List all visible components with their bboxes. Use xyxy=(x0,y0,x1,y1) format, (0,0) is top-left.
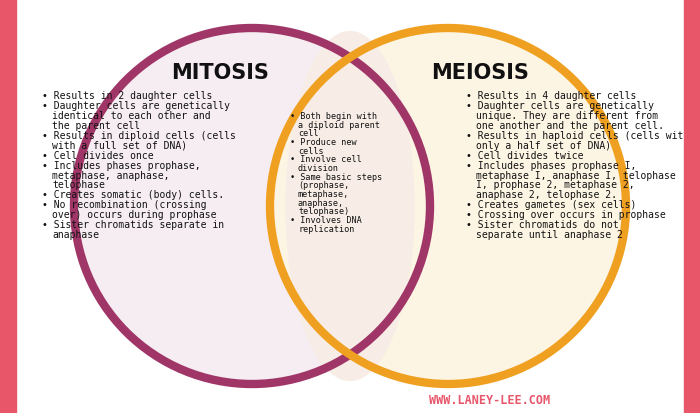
Text: • Crossing over occurs in prophase: • Crossing over occurs in prophase xyxy=(466,210,666,220)
Text: anaphase: anaphase xyxy=(52,230,99,240)
Text: MEIOSIS: MEIOSIS xyxy=(431,63,529,83)
Text: one another and the parent cell.: one another and the parent cell. xyxy=(476,121,664,131)
Text: • Involves DNA: • Involves DNA xyxy=(290,216,362,224)
Text: • Includes phases prophase I,: • Includes phases prophase I, xyxy=(466,160,636,170)
Text: • No recombination (crossing: • No recombination (crossing xyxy=(42,200,206,210)
Text: • Results in 2 daughter cells: • Results in 2 daughter cells xyxy=(42,91,212,101)
Text: identical to each other and: identical to each other and xyxy=(52,111,211,121)
Text: telophase): telophase) xyxy=(298,207,349,216)
Text: MITOSIS: MITOSIS xyxy=(171,63,269,83)
Text: telophase: telophase xyxy=(52,180,105,190)
Text: a diploid parent: a diploid parent xyxy=(298,120,380,129)
Text: replication: replication xyxy=(298,224,354,233)
Text: over) occurs during prophase: over) occurs during prophase xyxy=(52,210,216,220)
Text: the parent cell: the parent cell xyxy=(52,121,140,131)
Text: division: division xyxy=(298,164,339,173)
Text: cell: cell xyxy=(298,129,318,138)
Text: • Sister chromatids separate in: • Sister chromatids separate in xyxy=(42,220,224,230)
Text: metaphase,: metaphase, xyxy=(298,190,349,199)
Text: I, prophase 2, metaphase 2,: I, prophase 2, metaphase 2, xyxy=(476,180,635,190)
Text: • Results in haploid cells (cells with: • Results in haploid cells (cells with xyxy=(466,131,690,140)
Text: with a full set of DNA): with a full set of DNA) xyxy=(52,140,187,150)
Text: • Involve cell: • Involve cell xyxy=(290,155,362,164)
Text: • Cell divides twice: • Cell divides twice xyxy=(466,150,584,160)
Text: • Includes phases prophase,: • Includes phases prophase, xyxy=(42,160,201,170)
Circle shape xyxy=(74,29,430,384)
Text: • Produce new: • Produce new xyxy=(290,138,356,147)
Text: • Same basic steps: • Same basic steps xyxy=(290,172,382,181)
Text: anaphase 2, telophase 2.: anaphase 2, telophase 2. xyxy=(476,190,617,200)
Text: cells: cells xyxy=(298,146,323,155)
Text: • Creates somatic (body) cells.: • Creates somatic (body) cells. xyxy=(42,190,224,200)
Text: separate until anaphase 2: separate until anaphase 2 xyxy=(476,230,623,240)
Text: WWW.LANEY-LEE.COM: WWW.LANEY-LEE.COM xyxy=(429,393,551,406)
Text: • Cell divides once: • Cell divides once xyxy=(42,150,153,160)
Ellipse shape xyxy=(286,33,414,380)
Text: • Both begin with: • Both begin with xyxy=(290,112,377,121)
Text: (prophase,: (prophase, xyxy=(298,181,349,190)
Text: • Results in 4 daughter cells: • Results in 4 daughter cells xyxy=(466,91,636,101)
Circle shape xyxy=(270,29,626,384)
Bar xyxy=(0,0,16,413)
Text: • Results in diploid cells (cells: • Results in diploid cells (cells xyxy=(42,131,236,140)
Text: metaphase, anaphase,: metaphase, anaphase, xyxy=(52,170,169,180)
Text: unique. They are different from: unique. They are different from xyxy=(476,111,658,121)
Text: anaphase,: anaphase, xyxy=(298,198,344,207)
Text: metaphase I, anaphase I, telophase: metaphase I, anaphase I, telophase xyxy=(476,170,676,180)
Bar xyxy=(684,0,700,413)
Text: • Daughter cells are genetically: • Daughter cells are genetically xyxy=(42,101,230,111)
Text: • Creates gametes (sex cells): • Creates gametes (sex cells) xyxy=(466,200,636,210)
Text: • Sister chromatids do not: • Sister chromatids do not xyxy=(466,220,619,230)
Text: • Daughter cells are genetically: • Daughter cells are genetically xyxy=(466,101,654,111)
Text: only a half set of DNA): only a half set of DNA) xyxy=(476,140,611,150)
